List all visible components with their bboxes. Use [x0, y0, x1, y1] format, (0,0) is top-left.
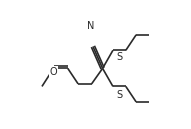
Text: S: S	[116, 90, 122, 100]
Text: S: S	[116, 52, 122, 62]
Text: O: O	[50, 67, 57, 77]
Text: N: N	[87, 21, 95, 31]
